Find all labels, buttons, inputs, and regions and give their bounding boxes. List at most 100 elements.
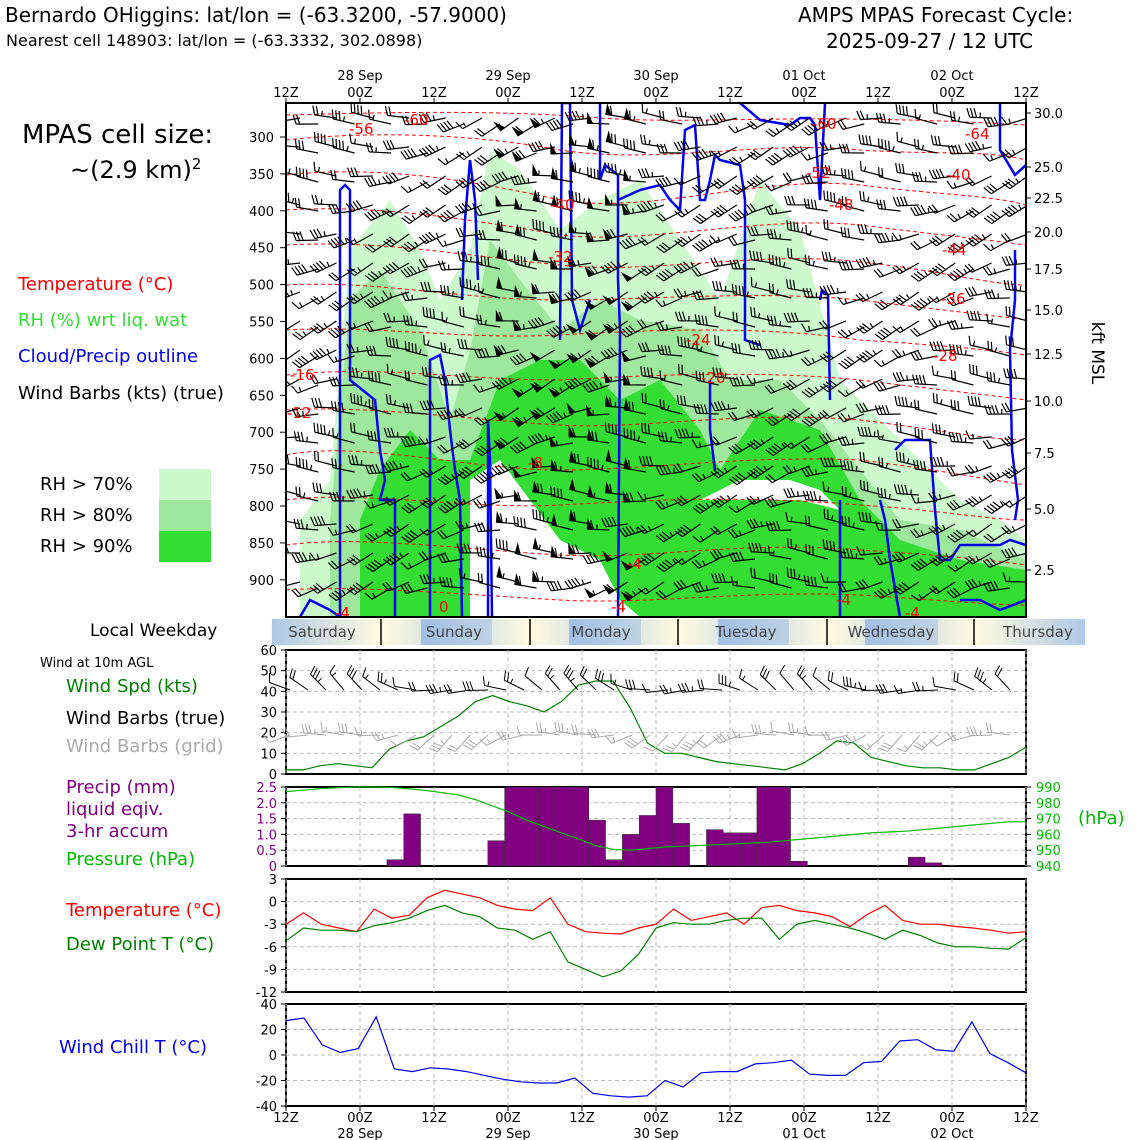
wind-barb-half bbox=[717, 236, 721, 242]
wind-barb-feather bbox=[608, 517, 614, 527]
wind-barb bbox=[733, 239, 756, 246]
precip-bar bbox=[756, 786, 774, 867]
surface-wind-barb-grid-feather bbox=[301, 723, 305, 734]
wind-barb-feather bbox=[315, 482, 319, 493]
wind-barb-feather bbox=[404, 437, 410, 447]
wind-barb-feather bbox=[519, 441, 527, 449]
wind-barb-half bbox=[680, 178, 684, 184]
wind-barb bbox=[444, 442, 465, 454]
wind-barb-feather bbox=[880, 329, 889, 337]
dewpoint-line bbox=[285, 904, 1027, 978]
wind-barb bbox=[824, 291, 847, 296]
wind-barb-half bbox=[892, 146, 895, 152]
wind-barb-half bbox=[317, 166, 321, 173]
wind-barb-feather bbox=[443, 502, 452, 510]
wind-barb-feather bbox=[353, 423, 356, 433]
wind-barb-feather bbox=[716, 497, 725, 505]
wind-barb-flag bbox=[514, 573, 521, 586]
wind-barb-half bbox=[851, 439, 854, 445]
wind-barb-feather bbox=[310, 327, 319, 334]
wind-barb-feather bbox=[644, 342, 650, 352]
wind-barb-feather bbox=[698, 240, 707, 249]
wind-barb bbox=[352, 523, 374, 534]
wind-barb-feather bbox=[315, 106, 319, 116]
wind-barb-feather bbox=[792, 280, 796, 290]
wind-barb-feather bbox=[822, 320, 830, 329]
wind-barb-half bbox=[814, 469, 818, 475]
wind-barb-feather bbox=[895, 372, 901, 382]
wind-barb-feather bbox=[892, 519, 898, 529]
surface-wind-barb-true-feather bbox=[392, 676, 395, 687]
wind-barb-feather bbox=[832, 541, 836, 551]
wind-barb-feather bbox=[619, 330, 627, 338]
wind-barb-half bbox=[938, 320, 942, 326]
wind-barb-feather bbox=[964, 178, 973, 187]
wind-barb-feather bbox=[865, 135, 869, 145]
surface-wind-barb-grid-half bbox=[796, 727, 799, 733]
wind-barb-feather bbox=[353, 393, 356, 404]
wind-barb-feather bbox=[465, 372, 472, 382]
wind-barb-feather bbox=[946, 467, 953, 477]
wind-barb-feather bbox=[713, 550, 720, 559]
wind-barb bbox=[662, 587, 683, 600]
wind-barb-feather bbox=[655, 535, 664, 543]
wind-barb-feather bbox=[752, 468, 762, 475]
wind-barb-half bbox=[997, 377, 1001, 383]
wind-barb-feather bbox=[896, 131, 899, 142]
pressure-tick-label: 300 bbox=[249, 131, 274, 146]
wind-barb-feather bbox=[790, 248, 793, 259]
wind-barb-feather bbox=[828, 251, 832, 262]
wind-barb-flag bbox=[584, 357, 596, 369]
wind-barb-half bbox=[699, 535, 704, 541]
wind-barb-feather bbox=[402, 402, 407, 413]
wind-barb-half bbox=[978, 496, 983, 502]
wind-barb-feather bbox=[776, 521, 781, 531]
wind-barb-feather bbox=[932, 169, 938, 179]
wind-barb-feather bbox=[419, 181, 428, 189]
wind-barb-feather bbox=[420, 281, 425, 292]
wind-barb-feather bbox=[787, 195, 792, 206]
wind-barb-feather bbox=[570, 290, 578, 299]
forecast-cycle-date: 2025-09-27 / 12 UTC bbox=[826, 29, 1034, 53]
wind-barb-flag bbox=[569, 478, 576, 492]
wind-barb-feather bbox=[497, 148, 505, 156]
wind-barb-half bbox=[648, 139, 651, 145]
surface-wind-barb-grid-feather bbox=[465, 741, 475, 748]
surface-wind-barb-grid bbox=[754, 732, 777, 736]
wind-barb-feather bbox=[407, 436, 414, 446]
wind-barb-feather bbox=[462, 277, 465, 288]
wind-barb-half bbox=[611, 296, 615, 302]
wind-barb-feather bbox=[857, 223, 861, 234]
surface-wind-barb-true-half bbox=[741, 675, 746, 681]
wind-barb-flag bbox=[623, 373, 630, 386]
wind-barb-flag bbox=[547, 359, 561, 370]
surface-wind-barb-true-feather bbox=[506, 672, 510, 682]
wind-barb bbox=[787, 287, 810, 293]
wind-barb-feather bbox=[292, 333, 301, 341]
wind-barb-feather bbox=[1010, 280, 1014, 291]
wind-barb-feather bbox=[611, 516, 617, 526]
wind-barb bbox=[372, 239, 392, 253]
wind-barb-feather bbox=[929, 269, 938, 277]
wind-barb-feather bbox=[922, 375, 927, 385]
wind-barb-feather bbox=[789, 220, 793, 231]
wind-barb-feather bbox=[319, 260, 327, 269]
wind-barb-feather bbox=[428, 367, 432, 377]
wind-barb-feather bbox=[765, 158, 774, 166]
wind-barb-flag bbox=[493, 411, 506, 422]
wind-barb bbox=[787, 320, 810, 323]
wind-barb bbox=[333, 146, 355, 154]
wind-barb bbox=[882, 326, 901, 341]
wind-barb bbox=[791, 407, 810, 422]
wind-barb-feather bbox=[949, 343, 953, 354]
wind-barb-half bbox=[411, 215, 416, 220]
station-title: Bernardo OHiggins: lat/lon = (-63.3200, … bbox=[5, 3, 507, 27]
wind-barb-feather bbox=[659, 399, 662, 409]
wind-barb-half bbox=[555, 440, 558, 446]
wind-barb-feather bbox=[281, 511, 282, 520]
wind-barb-flag bbox=[551, 194, 558, 208]
wind-barb-half bbox=[993, 268, 996, 274]
wind-barb-feather bbox=[475, 229, 479, 240]
wind-barb-feather bbox=[573, 377, 582, 385]
wind-barb-feather bbox=[767, 384, 775, 393]
